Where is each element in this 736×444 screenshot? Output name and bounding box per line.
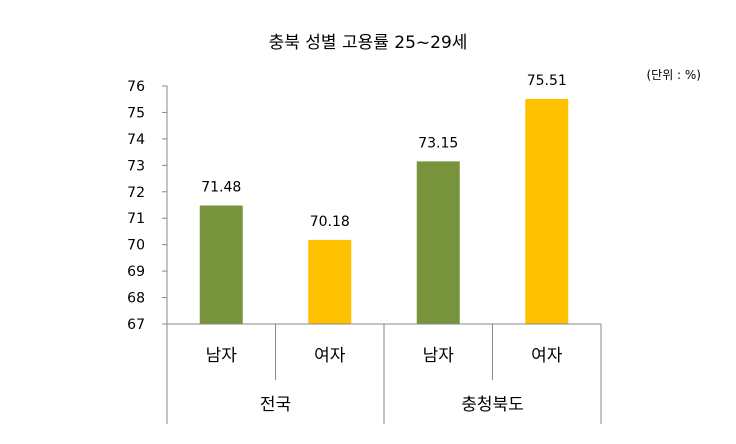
unit-note: (단위 : %) <box>646 68 701 82</box>
group-label-1: 전국 <box>260 395 291 415</box>
value-labels: 71.48 70.18 73.15 75.51 <box>201 73 567 230</box>
y-tick-label: 73 <box>127 158 145 174</box>
bars <box>199 98 569 324</box>
y-tick-label: 74 <box>127 132 145 148</box>
y-tick-label: 76 <box>127 79 145 95</box>
y-tick-label: 67 <box>127 317 145 333</box>
data-label-2: 70.18 <box>310 214 350 230</box>
y-tick-label: 75 <box>127 105 145 121</box>
y-tick-label: 71 <box>127 211 145 227</box>
category-label-3: 남자 <box>423 346 455 366</box>
group-label-2: 충청북도 <box>461 395 524 415</box>
chart-title: 충북 성별 고용률 25~29세 <box>269 33 468 53</box>
y-tick-label: 70 <box>127 238 145 254</box>
category-label-1: 남자 <box>206 346 238 366</box>
bar-2 <box>308 239 352 324</box>
y-tick-label: 69 <box>127 264 145 280</box>
y-tick-label: 68 <box>127 291 145 307</box>
bar-1 <box>199 205 243 324</box>
category-label-4: 여자 <box>531 346 563 366</box>
y-axis: 67 68 69 70 71 72 73 74 75 76 <box>127 79 168 333</box>
y-tick-label: 72 <box>127 185 145 201</box>
data-label-3: 73.15 <box>418 135 458 151</box>
bar-3 <box>416 161 460 324</box>
category-label-2: 여자 <box>314 346 346 366</box>
data-label-4: 75.51 <box>527 73 567 89</box>
bar-4 <box>525 98 569 324</box>
data-label-1: 71.48 <box>201 180 241 196</box>
